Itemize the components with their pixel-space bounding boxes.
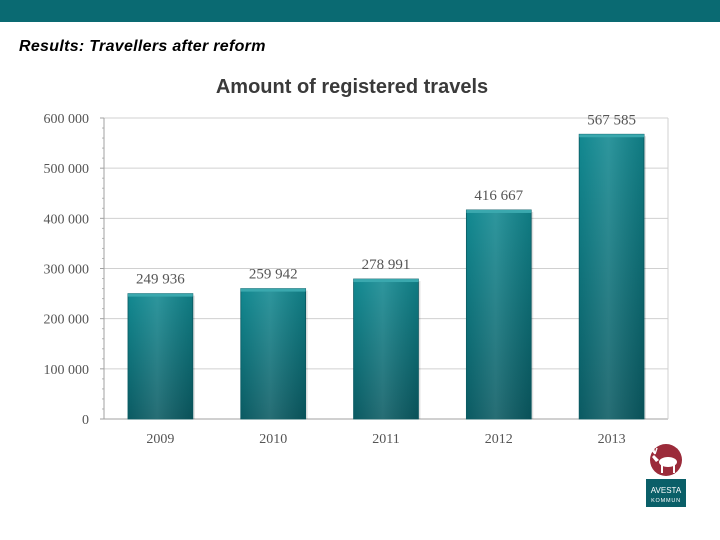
bar-highlight xyxy=(127,293,193,419)
chart-title: Amount of registered travels xyxy=(216,76,488,98)
bar-highlight xyxy=(353,279,419,419)
bar-highlight xyxy=(579,134,645,419)
x-tick-label: 2010 xyxy=(259,432,287,447)
avesta-kommun-logo: AVESTA KOMMUN xyxy=(646,443,686,507)
data-label: 249 936 xyxy=(136,272,185,288)
y-tick-label: 100 000 xyxy=(44,363,90,378)
x-tick-label: 2012 xyxy=(485,432,513,447)
slide-title: Results: Travellers after reform xyxy=(19,38,266,55)
bar-top-edge xyxy=(579,134,645,138)
logo-text-line2: KOMMUN xyxy=(651,498,681,504)
data-label: 567 585 xyxy=(587,112,636,128)
data-label: 259 942 xyxy=(249,267,298,283)
y-tick-label: 200 000 xyxy=(44,313,90,328)
bar-highlight xyxy=(240,288,306,419)
y-tick-label: 300 000 xyxy=(44,263,90,278)
labels: 0 100 000 200 000 300 000 400 000 500 000 600 … xyxy=(44,112,636,447)
bar-top-edge xyxy=(240,288,306,292)
bar-top-edge xyxy=(127,293,193,297)
bar-highlight xyxy=(466,209,532,419)
y-tick-label: 600 000 xyxy=(44,112,90,127)
elk-icon xyxy=(650,446,677,473)
data-label: 278 991 xyxy=(362,257,411,273)
bars xyxy=(127,133,647,420)
y-tick-label: 0 xyxy=(82,413,89,428)
x-tick-label: 2013 xyxy=(598,432,626,447)
bar-top-edge xyxy=(466,209,532,213)
bar-top-edge xyxy=(353,279,419,283)
y-tick-label: 500 000 xyxy=(44,162,90,177)
y-tick-label: 400 000 xyxy=(44,212,90,227)
x-tick-label: 2009 xyxy=(146,432,174,447)
data-label: 416 667 xyxy=(474,188,523,204)
logo-text-line1: AVESTA xyxy=(651,486,682,495)
top-accent-bar xyxy=(0,0,720,22)
x-tick-label: 2011 xyxy=(372,432,399,447)
